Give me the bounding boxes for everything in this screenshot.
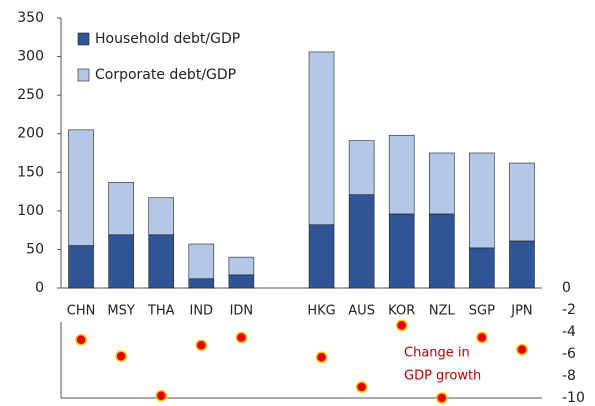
x-tick-label: THA [147, 304, 175, 319]
legend-label: Corporate debt/GDP [95, 67, 236, 83]
x-tick-label: IDN [230, 304, 254, 319]
dot [516, 343, 528, 356]
bar-segment [348, 140, 375, 195]
dot [395, 319, 408, 332]
y-tick-label: 250 [17, 87, 44, 103]
dot [476, 331, 488, 344]
y-tick-label: 150 [17, 164, 44, 180]
y-tick-label: 200 [17, 126, 44, 142]
bar-segment [68, 245, 94, 289]
x-tick-label: IND [190, 304, 214, 319]
x-tick-label: CHN [67, 304, 96, 319]
legend-swatch [77, 68, 90, 82]
bar-segment [428, 152, 455, 215]
y2-tick-label: -2 [562, 302, 576, 318]
bar-segment [188, 243, 215, 280]
bar-segment [228, 274, 255, 289]
dot [75, 333, 87, 346]
dot [115, 350, 127, 362]
y-tick-label: 50 [26, 241, 44, 257]
bar-segment [348, 194, 375, 289]
x-tick-label: AUS [348, 304, 375, 319]
dot [235, 331, 248, 344]
annotation: GDP growth [404, 369, 481, 384]
y-tick-label: 300 [17, 49, 44, 65]
dot [315, 351, 328, 364]
bar-segment [388, 134, 415, 215]
legend-label: Household debt/GDP [95, 31, 240, 47]
y2-tick-label: -4 [562, 324, 576, 340]
x-tick-label: SGP [469, 304, 495, 319]
bar-segment [388, 213, 415, 289]
bar-segment [428, 213, 455, 289]
x-tick-label: MSY [107, 304, 134, 319]
bar-segment [68, 129, 94, 246]
y-tick-label: 100 [17, 203, 44, 219]
dot [155, 390, 167, 402]
bar-segment [308, 51, 335, 226]
dot [195, 339, 208, 351]
bar-segment [308, 224, 335, 289]
y2-tick-label: -10 [562, 390, 585, 406]
bar-segment [469, 247, 495, 289]
y2-tick-label: -6 [562, 346, 576, 362]
y-tick-label: 0 [35, 280, 44, 296]
bar-segment [148, 197, 175, 236]
dot [355, 381, 368, 393]
bar-segment [509, 162, 535, 242]
y-tick-label: 350 [17, 10, 44, 26]
bar-segment [188, 278, 215, 289]
x-tick-label: NZL [429, 304, 456, 319]
legend-swatch [77, 32, 90, 46]
bar-segment [108, 182, 134, 236]
y2-tick-label: -8 [562, 368, 576, 384]
bar-segment [108, 234, 134, 289]
bar-segment [148, 234, 175, 289]
x-tick-label: JPN [510, 304, 532, 319]
annotation: Change in [404, 346, 470, 361]
x-tick-label: HKG [307, 304, 335, 319]
bar-segment [509, 240, 535, 289]
x-tick-label: KOR [388, 304, 415, 319]
bar-segment [469, 152, 495, 249]
bar-segment [228, 256, 255, 276]
dot [436, 392, 448, 404]
y2-tick-label: 0 [562, 280, 571, 296]
